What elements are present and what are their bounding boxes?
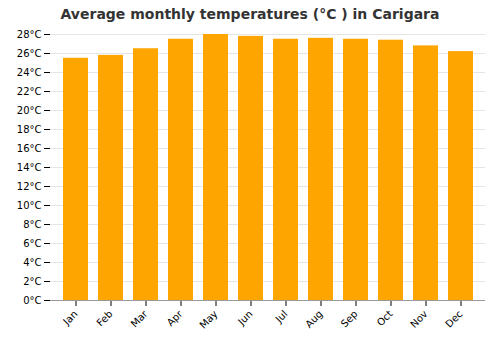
svg-text:18°C: 18°C [17, 124, 42, 135]
svg-text:24°C: 24°C [17, 67, 42, 78]
svg-text:Mar: Mar [129, 308, 151, 330]
svg-text:10°C: 10°C [17, 200, 42, 211]
svg-text:Dec: Dec [443, 308, 464, 329]
svg-text:Feb: Feb [94, 308, 114, 328]
svg-text:Nov: Nov [408, 308, 430, 330]
svg-text:0°C: 0°C [23, 295, 41, 306]
svg-text:12°C: 12°C [17, 181, 42, 192]
svg-text:6°C: 6°C [23, 238, 41, 249]
html-text:Average monthly temperatures (: Average monthly temperatures (°C ) in Ca… [60, 6, 440, 22]
svg-text:14°C: 14°C [17, 162, 42, 173]
svg-text:Jun: Jun [235, 308, 255, 328]
svg-text:2°C: 2°C [23, 276, 41, 287]
svg-text:28°C: 28°C [17, 29, 42, 40]
svg-text:22°C: 22°C [17, 86, 42, 97]
svg-text:16°C: 16°C [17, 143, 42, 154]
svg-text:4°C: 4°C [23, 257, 41, 268]
svg-text:8°C: 8°C [23, 219, 41, 230]
svg-text:Apr: Apr [165, 308, 186, 329]
svg-text:26°C: 26°C [17, 48, 42, 59]
svg-text:Jan: Jan [60, 308, 79, 327]
svg-text:Oct: Oct [375, 308, 395, 328]
svg-text:Sep: Sep [339, 308, 360, 329]
svg-text:Aug: Aug [303, 308, 325, 330]
svg-text:20°C: 20°C [17, 105, 42, 116]
svg-text:May: May [197, 308, 219, 330]
svg-text:Jul: Jul [273, 308, 290, 325]
